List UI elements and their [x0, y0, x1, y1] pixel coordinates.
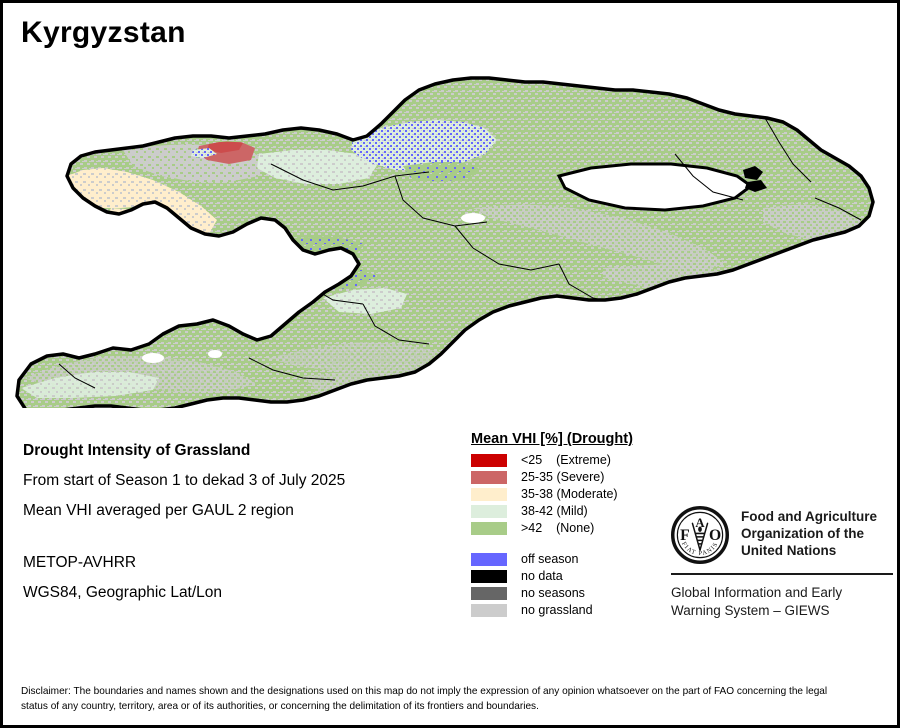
- legend-swatch-severe: [471, 470, 507, 484]
- svg-text:O: O: [709, 527, 721, 544]
- region-off-season-ne: [351, 120, 497, 170]
- legend-swatch-moderate: [471, 487, 507, 501]
- issyk-kul-lake: [556, 162, 754, 212]
- legend-label-no-data: no data: [521, 569, 563, 583]
- no-data-patch-2: [745, 180, 767, 192]
- map-regions: [17, 78, 873, 408]
- info-sensor: METOP-AVHRR: [23, 554, 137, 571]
- legend-item-moderate[interactable]: 35-38 (Moderate): [471, 486, 671, 502]
- region-off-season-nw: [191, 148, 217, 158]
- disclaimer-text: Disclaimer: The boundaries and names sho…: [21, 685, 828, 712]
- legend-swatch-no-seasons: [471, 586, 507, 600]
- info-metric: Mean VHI averaged per GAUL 2 region: [23, 502, 294, 519]
- region-mild-naryn: [323, 288, 407, 314]
- region-mild-chuy: [257, 150, 379, 184]
- legend-label-mild: 38-42 (Mild): [521, 504, 588, 518]
- giews-line-2: Warning System – GIEWS: [671, 603, 830, 618]
- fao-logo-row: F O A: [671, 506, 893, 564]
- page-title: Kyrgyzstan: [21, 16, 186, 49]
- legend-swatch-no-grassland: [471, 603, 507, 617]
- legend-label-no-seasons: no seasons: [521, 586, 585, 600]
- glacier-lake-1: [461, 213, 485, 223]
- map-svg: [15, 76, 875, 408]
- legend-label-none: >42 (None): [521, 521, 595, 535]
- drought-map[interactable]: [3, 58, 897, 408]
- legend-spacer: [471, 537, 671, 551]
- info-projection: WGS84, Geographic Lat/Lon: [23, 584, 223, 601]
- fao-emblem-icon: F O A: [671, 506, 729, 564]
- region-no-grassland-south: [267, 342, 463, 376]
- region-off-season-ne-edge: [403, 162, 479, 182]
- region-no-grassland-central: [473, 204, 727, 270]
- giews-line-1: Global Information and Early: [671, 585, 843, 600]
- legend-item-extreme[interactable]: <25 (Extreme): [471, 452, 671, 468]
- legend-label-moderate: 35-38 (Moderate): [521, 487, 618, 501]
- map-info-block: Drought Intensity of Grassland From star…: [23, 436, 453, 608]
- svg-text:A: A: [695, 516, 705, 530]
- region-severe: [197, 142, 255, 164]
- fao-name-line-1: Food and Agriculture: [741, 509, 877, 524]
- map-legend: Mean VHI [%] (Drought) <25 (Extreme) 25-…: [471, 431, 671, 619]
- legend-item-mild[interactable]: 38-42 (Mild): [471, 503, 671, 519]
- info-period: From start of Season 1 to dekad 3 of Jul…: [23, 472, 346, 489]
- glacier-lake-2: [486, 324, 504, 332]
- legend-item-no-seasons[interactable]: no seasons: [471, 585, 671, 601]
- glacier-lake-3: [142, 353, 164, 363]
- region-extreme: [207, 141, 243, 153]
- legend-swatch-mild: [471, 504, 507, 518]
- legend-swatch-extreme: [471, 453, 507, 467]
- info-heading: Drought Intensity of Grassland: [23, 442, 251, 459]
- svg-text:F: F: [680, 527, 690, 544]
- legend-item-severe[interactable]: 25-35 (Severe): [471, 469, 671, 485]
- fao-organization-name: Food and Agriculture Organization of the…: [741, 506, 877, 559]
- fao-branding: F O A: [671, 506, 893, 620]
- glacier-lake-4: [208, 350, 222, 358]
- legend-label-no-grassland: no grassland: [521, 603, 593, 617]
- fao-name-line-2: Organization of the: [741, 526, 864, 541]
- info-spacer: [23, 526, 453, 548]
- no-data-patch: [743, 166, 763, 180]
- fao-name-line-3: United Nations: [741, 543, 837, 558]
- region-none: [17, 78, 873, 408]
- legend-item-no-data[interactable]: no data: [471, 568, 671, 584]
- legend-title: Mean VHI [%] (Drought): [471, 431, 633, 447]
- legend-item-no-grassland[interactable]: no grassland: [471, 602, 671, 618]
- fao-divider: [671, 573, 893, 575]
- legend-item-none[interactable]: >42 (None): [471, 520, 671, 536]
- legend-item-off-season[interactable]: off season: [471, 551, 671, 567]
- fao-emblem-svg: F O A: [671, 506, 729, 564]
- legend-label-severe: 25-35 (Severe): [521, 470, 605, 484]
- legend-swatch-off-season: [471, 552, 507, 566]
- giews-label: Global Information and Early Warning Sys…: [671, 584, 893, 620]
- legend-swatch-none: [471, 521, 507, 535]
- legend-swatch-no-data: [471, 569, 507, 583]
- legend-label-off-season: off season: [521, 552, 579, 566]
- country-outline: [15, 76, 875, 408]
- legend-label-extreme: <25 (Extreme): [521, 453, 611, 467]
